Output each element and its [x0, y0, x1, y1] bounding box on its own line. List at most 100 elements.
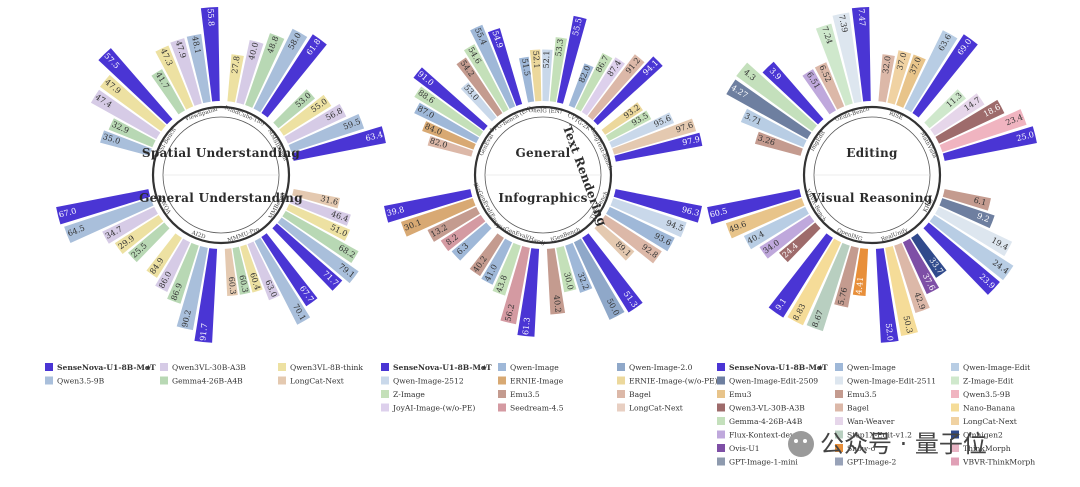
outer-ring	[151, 105, 291, 245]
value-label-igenbench-z-image: 30.0	[562, 271, 575, 290]
bar-group-opening: 4.415.768.678.839.1	[768, 233, 869, 332]
legend-item-longcat-next: LongCat-Next	[617, 403, 683, 413]
bar-rwqa-gemma4-26b-a4b	[128, 222, 170, 263]
bar-ai2d-qwen3vl-30b-a3b	[155, 238, 191, 293]
bar-bizgeneval-easy-seedream-4-5	[440, 214, 486, 252]
bar-mindcube-tiny-qwen3vl-8b-think	[227, 54, 244, 103]
bar-mathvista-qwen3-5-9b-e	[939, 109, 1027, 153]
bar-group-rwqa: 25.529.934.764.567.0	[56, 189, 170, 263]
bar-imgedit-emu3-5	[754, 131, 803, 156]
bar-opening-show-o	[852, 248, 869, 297]
bar-mmmu-pro-qwen3vl-8b-think	[240, 244, 263, 293]
legend-label: Flux-Kontext-dev	[729, 431, 795, 440]
bar-cvtg-2k-bagel	[587, 54, 645, 121]
bar-group-mathvista: 11.314.7 18.623.425.0	[924, 89, 1037, 161]
watermark-text: 公众号 · 量子位	[820, 430, 987, 458]
bottom-title: Infographics	[498, 191, 587, 205]
bar-group-longtext-bench: 93.293.5 95.6 97.697.9	[601, 102, 703, 162]
legend-item-qwen-image-2-0: Qwen-Image-2.0	[617, 363, 693, 372]
legend-item-qwen-image-edit-2509: Qwen-Image-Edit-2509	[717, 376, 818, 386]
value-label-kris-qwen-image-edit-2509: 9.2	[976, 211, 991, 224]
group-label-rise: RISE	[888, 111, 904, 122]
legend-label: Gemma-4-26B-A4B	[729, 417, 803, 426]
outer-ring	[473, 105, 613, 245]
bar-longtext-bench-qwen-image-2512	[609, 112, 675, 148]
bar-mmbench-qwen3vl-8b-think	[286, 203, 351, 241]
legend-swatch	[951, 376, 959, 385]
chart-editing-visual-reasoning: 3.263.714.274.3 3.9ImgEdit6.516.527.247.3…	[707, 7, 1037, 343]
bar-kris-qwen-image-edit-2509	[939, 198, 995, 229]
bar-kris-emu3-5	[942, 189, 991, 211]
bar-oneig-en-z-image	[549, 37, 568, 103]
legend-swatch	[278, 376, 286, 385]
legend-item-thinkmorph: ThinkMorph	[951, 444, 1011, 453]
value-label-viewspatial-qwen3-5-9b: 48.1	[190, 35, 202, 54]
legend-label: Qwen-Image	[847, 363, 896, 372]
legend-swatch	[835, 417, 843, 425]
legend-item-ovis-u1: Ovis-U1	[717, 444, 760, 453]
bar-rise-sensenova-u1-8b-mot	[912, 34, 978, 118]
wechat-icon-eye-right	[803, 439, 807, 443]
value-label-mmbench-longcat-next: 31.6	[320, 194, 339, 207]
bar-igenbench-sensenova-u1-8b-mot	[582, 233, 643, 313]
value-label-bizgeneval-hard-sensenova-u1-8b-mot: 61.3	[521, 317, 532, 336]
legend-label: Qwen3VL-30B-A3B	[172, 363, 246, 372]
legend-item-sensenova-u1-8b-mot: SenseNova-U1-8B-MoT★	[717, 363, 828, 372]
bar-group-kris: 6.19.219.424.423.9	[923, 189, 1014, 295]
wechat-icon	[788, 431, 814, 457]
legend-item-qwen-image: Qwen-Image	[835, 363, 896, 372]
group-label-oneig-en: OneIG (EN)	[528, 107, 562, 115]
bar-mmbench-gemma4-26b-a4b	[282, 210, 359, 264]
bar-bizgeneval-hard-sensenova-u1-8b-mot	[517, 248, 540, 337]
legend-swatch	[951, 403, 959, 412]
legend-item-z-image: Z-Image	[381, 390, 425, 399]
bar-cvtg-2k-joyai-image-w-o-pe	[581, 57, 625, 116]
bar-igenbench-z-image	[556, 246, 577, 293]
legend-label: Qwen-Image-2.0	[629, 363, 693, 372]
star-icon: ★	[481, 363, 488, 372]
legend-swatch	[381, 363, 389, 371]
legend-item-gemma-4-26b-a4b: Gemma-4-26B-A4B	[717, 417, 803, 426]
bar-geneval-sensenova-u1-8b-mot	[413, 67, 488, 131]
bar-ai2d-gemma4-26b-a4b	[167, 242, 199, 304]
legend-label: Qwen-Image	[510, 363, 559, 372]
legend-swatch	[617, 363, 625, 371]
bar-imgedit-sensenova-u1-8b-mot	[762, 61, 824, 125]
legend-label: Z-Image	[393, 390, 425, 399]
value-label-kris-emu3-5: 6.1	[973, 196, 988, 208]
value-label-bizgeneval-easy-sensenova-u1-8b-mot: 39.8	[386, 205, 405, 218]
bar-group-geneval: 82.084.087.088.691.0	[413, 67, 488, 157]
legend-swatch	[951, 363, 959, 371]
bar-mmsibench-qwen3-5-9b	[288, 114, 365, 153]
bar-group-bizgeneval-hard: 61.356.243.841.040.2	[469, 233, 540, 337]
legend-label: Qwen-Image-2512	[393, 377, 464, 386]
legend-label: Qwen3VL-8B-think	[290, 363, 363, 372]
legend-label: Qwen3.5-9B	[963, 390, 1011, 399]
bar-longtext-bench-sensenova-u1-8b-mot	[614, 132, 703, 162]
legend-label: Qwen-Image-Edit-2511	[847, 377, 936, 386]
value-label-oneig-en-qwen-image: 51.5	[520, 58, 532, 77]
legend-swatch	[498, 403, 506, 412]
bottom-title: Visual Reasoning	[811, 191, 933, 205]
chart-general-text-infographics: 82.084.087.088.691.0GenEval53.054.254.65…	[383, 15, 703, 337]
legend-label: SenseNova-U1-8B-MoT	[57, 363, 156, 372]
bar-mindcube-tiny-qwen3-5-9b	[253, 28, 308, 113]
value-label-mindcube-tiny-qwen3vl-30b-a3b: 40.0	[247, 41, 260, 61]
watermark: 公众号 · 量子位	[788, 430, 987, 458]
bar-cvtg-2k-z-image	[575, 52, 613, 112]
value-label-gedit-bench-qwen-image-edit-2511: 7.39	[837, 14, 849, 33]
legend-swatch	[717, 457, 725, 466]
legend-swatch	[951, 444, 959, 452]
legend-item-qwen3-5-9b: Qwen3.5-9B	[45, 376, 105, 386]
legend-swatch	[951, 457, 959, 466]
bar-rise-longcat-next-e	[887, 50, 912, 105]
bar-dpg-bench-en-z-image	[463, 44, 509, 113]
legend-item-longcat-next: LongCat-Next	[278, 376, 344, 386]
legend-item-nano-banana: Nano-Banana	[951, 403, 1016, 413]
value-label-vbvr-bench-sensenova-u1-8b-mot: 60.5	[709, 206, 728, 219]
value-label-viewspatial-sensenova-u1-8b-mot: 55.8	[206, 8, 216, 26]
bar-realunify-sensenova-u1-8b-mot	[875, 248, 899, 343]
star-icon: ★	[817, 363, 824, 372]
bar-vsi-bench-sensenova-u1-8b-mot	[98, 48, 173, 125]
